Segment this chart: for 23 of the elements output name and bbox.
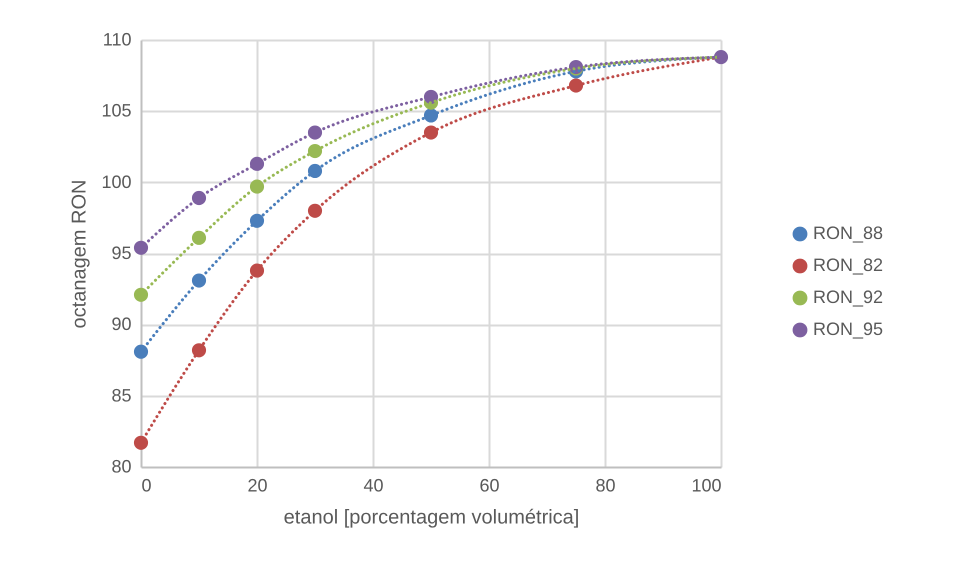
y-tick-label: 85 <box>111 385 132 406</box>
point <box>134 288 148 302</box>
legend-label: RON_92 <box>813 287 884 307</box>
point <box>134 436 148 450</box>
x-axis-title: etanol [porcentagem volumétrica] <box>284 506 580 528</box>
x-tick-label: 0 <box>142 476 152 496</box>
x-tick-label: 40 <box>363 476 384 496</box>
x-tick-label: 100 <box>691 476 722 496</box>
x-tick-label: 80 <box>595 476 616 496</box>
legend-label: RON_88 <box>813 223 884 243</box>
y-tick-label: 110 <box>102 30 132 50</box>
y-tick-label: 80 <box>111 456 132 476</box>
legend-label: RON_82 <box>813 255 884 275</box>
point <box>134 344 148 359</box>
point <box>134 240 148 255</box>
x-tick-label: 20 <box>247 476 268 496</box>
y-tick-label: 105 <box>101 100 132 121</box>
y-tick-label: 95 <box>111 243 132 263</box>
legend-label: RON_95 <box>813 319 884 339</box>
y-tick-label: 100 <box>101 172 132 192</box>
x-tick-label: 60 <box>479 476 500 496</box>
y-tick-label: 90 <box>111 314 132 334</box>
y-axis-title: octanagem RON <box>68 180 90 328</box>
